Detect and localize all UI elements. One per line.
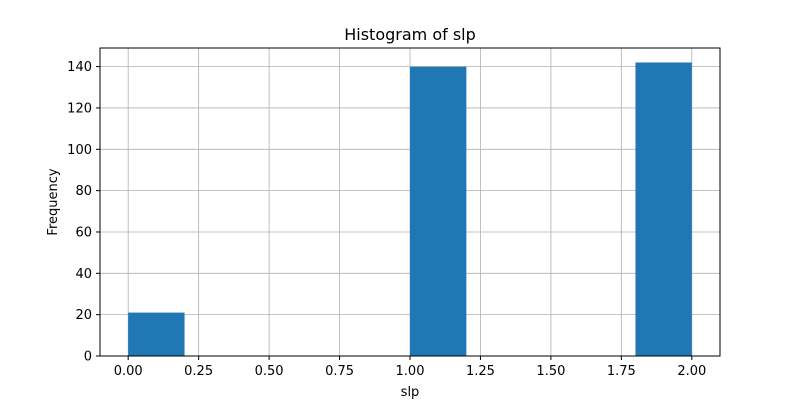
x-axis-label: slp	[401, 385, 420, 400]
x-tick-label: 0.75	[325, 364, 354, 379]
histogram-bars	[128, 62, 692, 357]
x-tick-label: 0.50	[255, 364, 284, 379]
y-tick-label: 60	[75, 225, 92, 240]
x-tick-label: 1.00	[396, 364, 425, 379]
y-tick-label: 80	[75, 184, 92, 199]
y-tick-label: 40	[75, 267, 92, 282]
y-tick-label: 20	[75, 308, 92, 323]
x-tick-label: 1.50	[536, 364, 565, 379]
x-tick-label: 1.25	[466, 364, 495, 379]
chart-title: Histogram of slp	[344, 25, 476, 44]
histogram-bar	[410, 66, 467, 356]
histogram-bar	[128, 312, 185, 356]
y-tick-label: 140	[67, 60, 92, 75]
histogram-bar	[635, 62, 692, 357]
y-tick-label: 0	[84, 350, 92, 365]
x-tick-label: 0.25	[184, 364, 213, 379]
y-tick-label: 100	[67, 143, 92, 158]
x-tick-label: 1.75	[607, 364, 636, 379]
y-axis-label: Frequency	[46, 168, 61, 235]
axes: 0.00 0.25 0.50 0.75 1.00 1.25 1.50 1.75 2.00 0 20 4…	[67, 47, 721, 379]
y-tick-label: 120	[67, 101, 92, 116]
x-tick-label: 2.00	[677, 364, 706, 379]
x-tick-label: 0.00	[114, 364, 143, 379]
